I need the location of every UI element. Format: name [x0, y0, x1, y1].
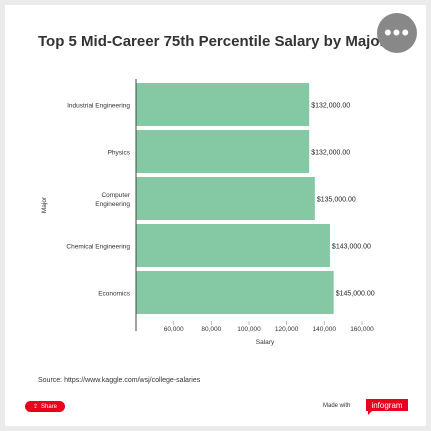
bar-4: [136, 271, 334, 314]
y-axis-label: Major: [41, 196, 48, 213]
data-label-4: $145,000.00: [336, 291, 375, 298]
bar-3: [136, 224, 330, 267]
data-label-3: $143,000.00: [332, 244, 371, 251]
bar-chart: $132,000.00 Industrial Engineering $132,00…: [41, 79, 375, 346]
source-text: Source: https://www.kaggle.com/wsj/colle…: [38, 377, 201, 384]
category-label-2-1: Engineering: [95, 201, 130, 208]
category-label-3-0: Chemical Engineering: [66, 244, 130, 251]
category-label-4-0: Economics: [98, 291, 131, 298]
share-icon: ⇪: [32, 404, 38, 410]
made-with-text: Made with: [323, 403, 351, 409]
share-label: Share: [41, 403, 58, 410]
category-label-0-0: Industrial Engineering: [67, 103, 130, 110]
bar-0: [136, 83, 310, 126]
infogram-logo[interactable]: infogram: [366, 399, 408, 415]
bar-1: [136, 130, 310, 173]
chart-title: Top 5 Mid-Career 75th Percentile Salary …: [38, 33, 386, 50]
x-axis-label: Salary: [256, 339, 275, 346]
data-label-2: $135,000.00: [317, 197, 356, 204]
data-label-1: $132,000.00: [311, 150, 350, 157]
more-options-button[interactable]: •••: [377, 13, 417, 53]
x-tick-label-4: 140,000: [313, 326, 337, 333]
x-tick-label-0: 60,000: [164, 326, 184, 333]
x-tick-label-5: 160,000: [350, 326, 374, 333]
infogram-logo-text: infogram: [371, 400, 403, 410]
more-dots-icon: •••: [383, 20, 411, 45]
category-label-1-0: Physics: [108, 150, 131, 157]
x-tick-label-3: 120,000: [275, 326, 299, 333]
x-tick-label-1: 80,000: [201, 326, 221, 333]
bar-2: [136, 177, 315, 220]
share-button[interactable]: ⇪ Share: [25, 401, 65, 412]
data-label-0: $132,000.00: [311, 103, 350, 110]
category-label-2-0: Computer: [101, 192, 130, 199]
x-tick-label-2: 100,000: [237, 326, 261, 333]
chart-card: Top 5 Mid-Career 75th Percentile Salary …: [5, 5, 426, 426]
